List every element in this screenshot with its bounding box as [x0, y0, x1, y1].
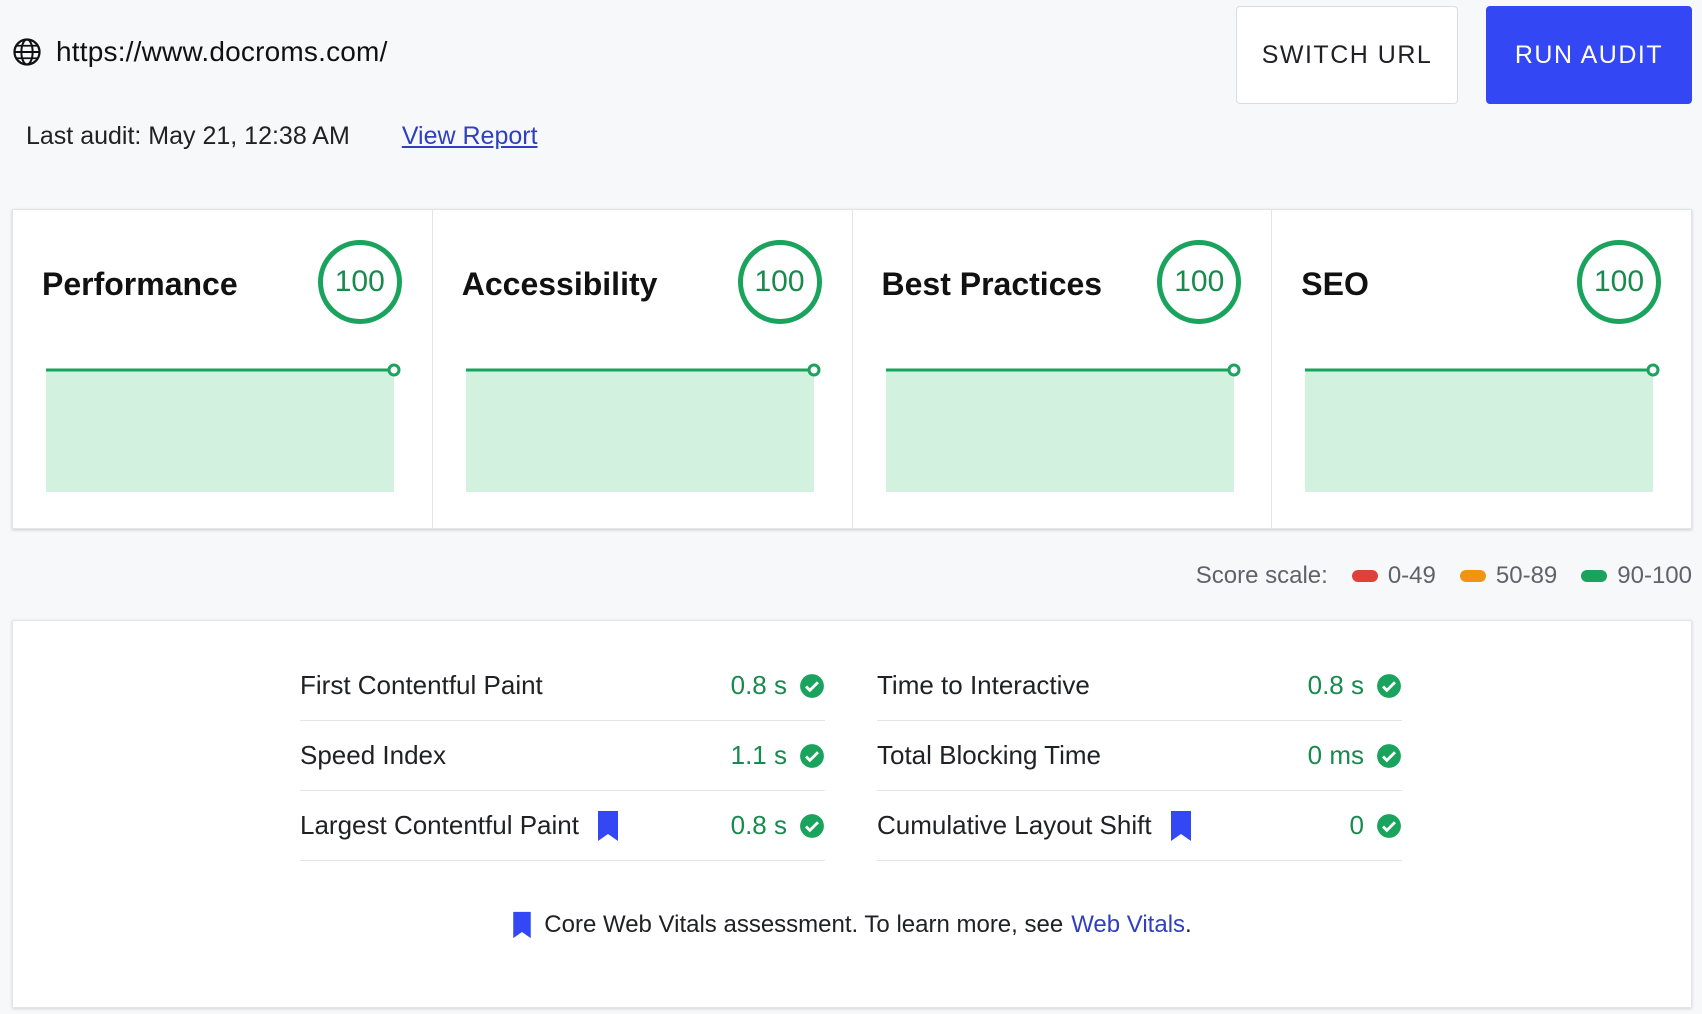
history-point — [387, 363, 401, 377]
check-circle-icon — [800, 673, 824, 698]
switch-url-button[interactable]: SWITCH URL — [1236, 6, 1458, 104]
metric-label: Speed Index — [300, 740, 447, 770]
history-area — [465, 370, 814, 492]
history-point — [807, 363, 821, 377]
check-circle-icon — [1377, 813, 1401, 838]
history-area — [1305, 370, 1654, 492]
card-title: Performance — [42, 266, 238, 302]
bookmark-icon — [513, 911, 532, 939]
metric-value: 1.1 s — [730, 740, 787, 770]
metric-row: First Contentful Paint 0.8 s — [300, 651, 825, 721]
metric-value: 0.8 s — [1307, 670, 1364, 700]
check-circle-icon — [800, 813, 824, 838]
score-gauge: 100 — [1577, 240, 1661, 324]
check-circle-icon — [800, 743, 824, 768]
score-history-chart — [46, 363, 401, 492]
page-url: https://www.docroms.com/ — [56, 36, 388, 67]
view-report-link[interactable]: View Report — [401, 122, 538, 150]
card-title: Accessibility — [461, 266, 658, 302]
url-row: https://www.docroms.com/ — [12, 36, 388, 68]
scale-dot-mid — [1459, 570, 1486, 582]
score-card-performance[interactable]: Performance 100 — [13, 210, 433, 528]
score-history-chart — [1305, 363, 1660, 492]
card-title: SEO — [1301, 266, 1369, 302]
score-cards: Performance 100 Accessibility 100 Best P… — [12, 209, 1692, 529]
metric-row: Speed Index 1.1 s — [300, 721, 825, 791]
metrics-column-right: Time to Interactive 0.8 s Total Blocking… — [877, 651, 1402, 861]
metric-label: Total Blocking Time — [877, 740, 1101, 770]
scale-range-high: 90-100 — [1617, 562, 1692, 589]
history-area — [46, 370, 394, 492]
bookmark-icon — [1170, 810, 1191, 841]
metric-value: 0.8 s — [730, 810, 787, 840]
web-vitals-link[interactable]: Web Vitals — [1071, 911, 1186, 938]
metric-label: Cumulative Layout Shift — [877, 810, 1152, 840]
check-circle-icon — [1377, 743, 1401, 768]
metric-value: 0 ms — [1307, 740, 1364, 770]
score-history-chart — [465, 363, 821, 492]
last-audit-row: Last audit: May 21, 12:38 AM View Report — [26, 122, 538, 151]
metric-label: First Contentful Paint — [300, 670, 543, 700]
score-scale-legend: Score scale: 0-49 50-89 90-100 — [1196, 562, 1692, 590]
metrics-grid: First Contentful Paint 0.8 s Speed Index… — [300, 651, 1420, 861]
last-audit-text: Last audit: May 21, 12:38 AM — [26, 122, 350, 150]
scale-range-mid: 50-89 — [1495, 562, 1558, 589]
metric-label: Time to Interactive — [877, 670, 1090, 700]
bookmark-icon — [597, 810, 618, 841]
metric-row: Total Blocking Time 0 ms — [877, 721, 1402, 791]
score-gauge: 100 — [737, 240, 822, 324]
metric-value: 0.8 s — [730, 670, 787, 700]
core-web-vitals-note: Core Web Vitals assessment. To learn mor… — [13, 911, 1691, 939]
metrics-panel: First Contentful Paint 0.8 s Speed Index… — [12, 620, 1692, 1008]
score-card-accessibility[interactable]: Accessibility 100 — [433, 210, 853, 528]
metric-row: Time to Interactive 0.8 s — [877, 651, 1402, 721]
metrics-column-left: First Contentful Paint 0.8 s Speed Index… — [300, 651, 825, 861]
scale-label: Score scale: — [1195, 562, 1328, 589]
metric-row: Largest Contentful Paint 0.8 s — [300, 791, 825, 861]
check-circle-icon — [1377, 673, 1401, 698]
score-gauge: 100 — [1157, 240, 1242, 324]
scale-dot-low — [1351, 570, 1378, 582]
card-title: Best Practices — [881, 266, 1103, 302]
history-point — [1646, 363, 1660, 377]
score-card-best-practices[interactable]: Best Practices 100 — [853, 210, 1273, 528]
footnote-period: . — [1185, 911, 1192, 938]
score-gauge: 100 — [317, 240, 402, 324]
score-card-seo[interactable]: SEO 100 — [1272, 210, 1691, 528]
footnote-text: Core Web Vitals assessment. To learn mor… — [544, 911, 1064, 938]
globe-icon — [13, 38, 41, 66]
metric-value: 0 — [1349, 810, 1364, 840]
score-history-chart — [885, 363, 1240, 492]
scale-dot-high — [1581, 570, 1608, 582]
metric-row: Cumulative Layout Shift 0 — [877, 791, 1402, 861]
run-audit-button[interactable]: RUN AUDIT — [1486, 6, 1692, 104]
metric-label: Largest Contentful Paint — [300, 810, 579, 840]
history-point — [1227, 363, 1240, 377]
history-area — [885, 370, 1234, 492]
scale-range-low: 0-49 — [1387, 562, 1436, 589]
